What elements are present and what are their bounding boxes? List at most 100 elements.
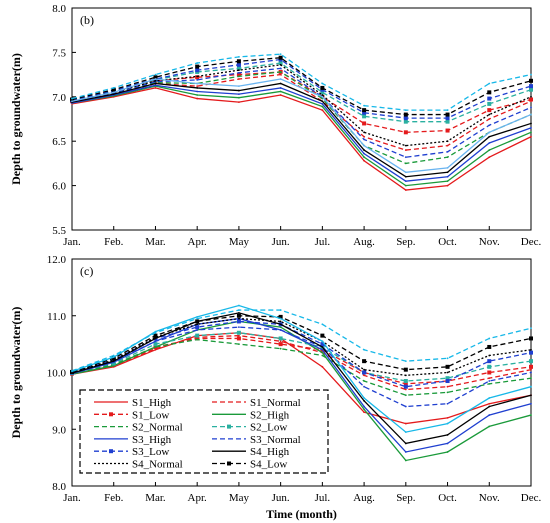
panel-label: (c)	[80, 264, 93, 278]
data-point	[196, 62, 199, 64]
data-point	[279, 329, 282, 331]
data-point	[71, 97, 73, 100]
data-point	[362, 359, 367, 364]
data-point	[279, 340, 282, 343]
data-point	[321, 100, 324, 103]
data-point	[488, 131, 491, 134]
data-point	[196, 85, 199, 88]
x-tick-label: Jan.	[63, 236, 81, 248]
data-point	[488, 380, 491, 382]
data-point	[363, 159, 365, 162]
series-s4-normal	[71, 63, 532, 147]
data-point	[404, 171, 407, 174]
data-point	[362, 114, 367, 119]
series-line	[71, 309, 532, 372]
data-point	[363, 368, 365, 371]
data-point	[403, 119, 408, 124]
series-line	[71, 317, 532, 376]
y-axis-label: Depth to groundwater(m)	[9, 307, 23, 439]
data-point	[196, 82, 199, 85]
data-point	[404, 431, 407, 433]
x-tick-label: Feb.	[104, 492, 124, 504]
data-point	[238, 334, 240, 337]
data-point	[321, 94, 324, 96]
data-point	[112, 91, 115, 94]
legend: S1_High S1_Normal S1_Low S2_High S2_Normal S2…	[79, 389, 329, 474]
data-point	[236, 330, 241, 335]
data-point	[404, 388, 407, 391]
data-point	[154, 82, 157, 85]
data-point	[404, 442, 407, 445]
legend-label: S4_High	[250, 446, 290, 458]
x-tick-label: May	[229, 236, 250, 248]
data-point	[196, 323, 199, 326]
series-line	[71, 53, 532, 111]
data-point	[321, 354, 324, 357]
data-point	[154, 87, 157, 89]
data-point	[446, 391, 449, 394]
data-point	[363, 411, 365, 414]
data-point	[446, 371, 449, 374]
data-point	[236, 66, 241, 71]
data-point	[530, 377, 532, 380]
data-point	[279, 326, 282, 328]
data-point	[154, 340, 157, 343]
legend-label: S3_Normal	[250, 434, 301, 446]
data-point	[446, 442, 449, 445]
data-point	[321, 82, 324, 85]
data-point	[363, 149, 365, 151]
data-point	[195, 325, 200, 330]
data-point	[320, 342, 325, 347]
x-tick-label: Dec.	[521, 236, 542, 248]
data-point	[488, 113, 491, 116]
data-point	[488, 142, 491, 144]
data-point	[279, 87, 282, 89]
series-line	[71, 58, 532, 119]
data-point	[404, 162, 407, 165]
data-point	[488, 337, 491, 340]
data-point	[321, 103, 324, 105]
data-point	[195, 336, 200, 341]
series-s3-high	[71, 84, 532, 183]
data-point	[196, 87, 199, 89]
legend-label: S2_Normal	[132, 422, 183, 434]
data-point	[321, 105, 324, 108]
data-point	[487, 344, 492, 349]
data-point	[362, 110, 367, 115]
data-point	[445, 112, 450, 117]
data-point	[529, 78, 533, 83]
y-tick-label: 8.0	[52, 3, 66, 15]
series-line	[71, 62, 532, 123]
data-point	[530, 402, 532, 405]
data-point	[404, 184, 407, 187]
data-point	[195, 68, 200, 73]
x-tick-label: Apr.	[188, 236, 208, 248]
data-point	[446, 357, 449, 360]
data-point	[487, 359, 492, 364]
series-line	[71, 78, 532, 173]
y-tick-label: 12.0	[47, 254, 67, 266]
data-point	[446, 434, 449, 436]
data-point	[196, 338, 199, 341]
series-unnamed-12	[71, 78, 532, 174]
data-point	[529, 364, 533, 369]
y-tick-label: 7.0	[52, 92, 66, 104]
data-point	[153, 333, 158, 338]
data-point	[363, 399, 365, 402]
legend-label: S2_High	[250, 409, 290, 421]
legend-label: S3_High	[132, 434, 172, 446]
data-point	[445, 119, 450, 124]
data-point	[154, 84, 157, 87]
data-point	[446, 171, 449, 174]
y-tick-label: 7.5	[52, 47, 66, 59]
x-tick-label: Jul.	[315, 492, 331, 504]
legend-label: S1_Low	[132, 409, 169, 421]
data-point	[487, 108, 492, 113]
data-point	[238, 317, 240, 320]
data-point	[363, 135, 365, 138]
series-line	[71, 326, 532, 408]
data-point	[279, 73, 282, 76]
x-tick-label: Aug.	[353, 236, 375, 248]
data-point	[236, 336, 241, 341]
